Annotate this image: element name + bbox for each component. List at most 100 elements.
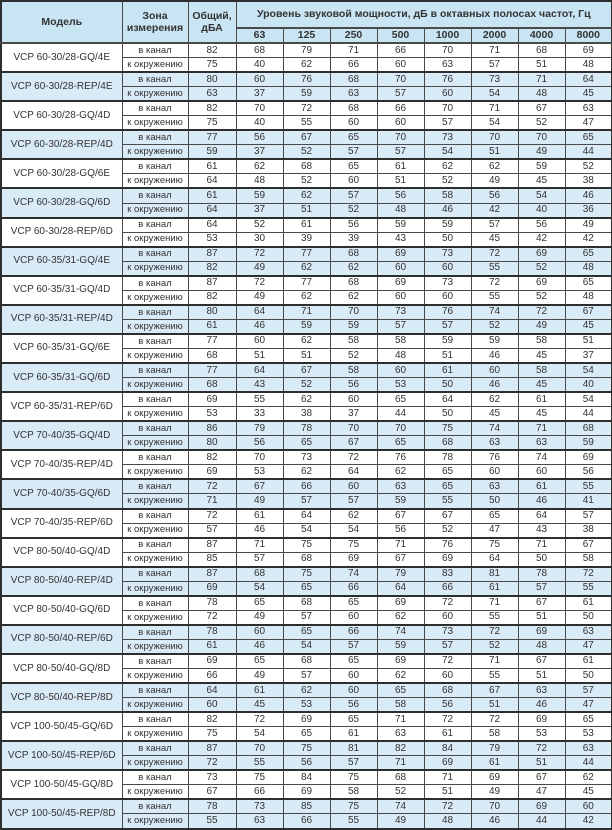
band-value: 84 — [282, 769, 331, 786]
band-value: 57 — [329, 493, 378, 509]
band-value: 59 — [376, 216, 425, 233]
zone-label: в канал — [121, 740, 189, 757]
band-value: 72 — [470, 245, 519, 262]
band-value: 69 — [376, 652, 425, 670]
zone-label: в канал — [121, 100, 189, 117]
total-dba-value: 82 — [187, 42, 237, 59]
band-value: 61 — [517, 478, 566, 495]
band-value: 51 — [517, 57, 566, 73]
total-dba-value: 87 — [187, 740, 237, 757]
band-value: 56 — [470, 187, 519, 204]
table-row: VCP 100-50/45-REP/8D в канал 78 73 85 75 74 72 7… — [0, 798, 612, 830]
table-row: VCP 70-40/35-GQ/6D в канал 72 67 66 60 63 65 63 6… — [0, 478, 612, 510]
band-value: 46 — [517, 697, 566, 713]
band-value: 60 — [235, 332, 284, 349]
band-value: 45 — [235, 697, 284, 713]
band-value: 71 — [470, 42, 519, 59]
band-value: 60 — [423, 609, 472, 626]
band-value: 47 — [470, 522, 519, 539]
band-value: 74 — [517, 449, 566, 466]
band-value: 85 — [282, 798, 331, 815]
band-value: 60 — [235, 623, 284, 640]
band-value: 79 — [282, 42, 331, 59]
band-value: 38 — [564, 522, 612, 539]
band-value: 52 — [517, 115, 566, 131]
total-dba-value: 68 — [187, 347, 237, 364]
band-value: 66 — [329, 580, 378, 597]
table-row: к окружению 82 49 62 62 60 60 55 52 48 — [1, 289, 612, 306]
band-value: 49 — [235, 609, 284, 626]
band-value: 60 — [423, 86, 472, 102]
table-row: к окружению 57 46 54 54 56 52 47 43 38 — [1, 522, 612, 539]
table-row: VCP 100-50/45-GQ/8D в канал 73 75 84 75 68 71 69… — [0, 769, 612, 800]
band-value: 68 — [564, 420, 612, 437]
band-value: 53 — [235, 464, 284, 480]
band-value: 48 — [564, 289, 612, 306]
model-name: VCP 80-50/40-REP/4D — [0, 565, 123, 597]
total-dba-value: 85 — [187, 551, 237, 568]
band-value: 45 — [470, 231, 519, 248]
total-dba-value: 72 — [187, 755, 237, 771]
total-dba-value: 69 — [187, 391, 237, 408]
total-dba-value: 61 — [187, 318, 237, 335]
band-value: 76 — [423, 536, 472, 553]
band-value: 47 — [517, 784, 566, 800]
band-value: 50 — [564, 609, 612, 626]
table-row: VCP 60-30/28-REP/4E в канал 80 60 76 68 70 76 73… — [0, 71, 612, 102]
table-row: VCP 60-35/31-GQ/6E в канал 77 60 62 58 58 59 59 5… — [0, 332, 612, 364]
band-value: 52 — [470, 638, 519, 655]
band-value: 65 — [329, 652, 378, 670]
band-value: 62 — [329, 260, 378, 277]
total-dba-value: 78 — [187, 798, 237, 815]
band-value: 46 — [564, 187, 612, 204]
band-value: 52 — [423, 173, 472, 189]
zone-label: к окружению — [121, 115, 189, 131]
band-value: 50 — [423, 406, 472, 422]
zone-label: к окружению — [121, 726, 189, 742]
total-dba-value: 68 — [187, 377, 237, 393]
zone-label: в канал — [121, 507, 189, 524]
table-row: VCP 60-35/31-GQ/4D в канал 87 72 77 68 69 73 72 6… — [0, 274, 612, 306]
zone-label: к окружению — [121, 173, 189, 189]
table-row: VCP 80-50/40-REP/4D в канал 87 68 75 74 79 83 81… — [0, 565, 612, 597]
total-dba-value: 75 — [187, 57, 237, 73]
band-value: 65 — [329, 594, 378, 611]
band-value: 84 — [423, 740, 472, 757]
band-value: 65 — [235, 652, 284, 670]
band-value: 57 — [376, 144, 425, 160]
band-value: 45 — [564, 86, 612, 102]
band-value: 63 — [564, 623, 612, 640]
band-value: 68 — [282, 551, 331, 568]
band-value: 54 — [329, 522, 378, 539]
band-value: 45 — [517, 347, 566, 364]
band-value: 51 — [282, 202, 331, 219]
band-header-125: 125 — [282, 27, 331, 44]
band-value: 58 — [564, 551, 612, 568]
model-name: VCP 60-35/31-GQ/4D — [0, 274, 123, 306]
band-value: 61 — [376, 158, 425, 175]
band-value: 58 — [376, 332, 425, 349]
band-value: 75 — [282, 536, 331, 553]
band-value: 63 — [517, 682, 566, 699]
band-value: 51 — [282, 347, 331, 364]
band-value: 65 — [423, 478, 472, 495]
band-value: 56 — [235, 129, 284, 146]
total-dba-value: 63 — [187, 86, 237, 102]
band-value: 57 — [329, 755, 378, 771]
band-value: 71 — [376, 755, 425, 771]
table-row: VCP 80-50/40-REP/6D в канал 78 60 65 66 74 73 72… — [0, 623, 612, 655]
band-value: 74 — [329, 565, 378, 582]
band-value: 59 — [564, 435, 612, 451]
zone-label: к окружению — [121, 609, 189, 626]
band-value: 67 — [376, 551, 425, 568]
band-value: 61 — [235, 682, 284, 699]
band-value: 62 — [329, 289, 378, 306]
band-value: 68 — [517, 42, 566, 59]
column-header-total: Общий, дБА — [187, 0, 237, 44]
band-value: 65 — [282, 435, 331, 451]
band-value: 62 — [282, 289, 331, 306]
total-dba-value: 82 — [187, 260, 237, 277]
band-value: 52 — [329, 347, 378, 364]
band-value: 62 — [282, 260, 331, 277]
